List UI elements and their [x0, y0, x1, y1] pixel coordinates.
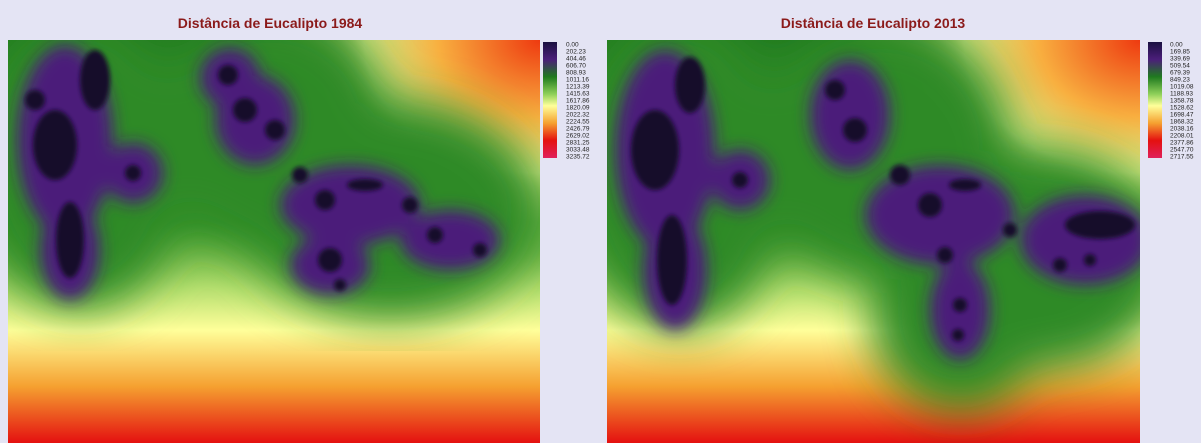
map-title: Distância de Eucalipto 1984: [178, 15, 363, 31]
legend-label: 1528.62: [1170, 105, 1194, 112]
legend-label: 2717.55: [1170, 154, 1194, 161]
legend-label: 1188.93: [1170, 91, 1193, 98]
legend-label: 2038.16: [1170, 126, 1194, 133]
figure: Distância de Eucalipto 1984 0.00202.2340…: [0, 0, 1201, 443]
color-bar: [1148, 42, 1162, 158]
legend-label: 1415.63: [566, 91, 590, 98]
legend-label: 1011.16: [566, 77, 589, 84]
legend-label: 2547.70: [1170, 147, 1194, 154]
map-title: Distância de Eucalipto 2013: [781, 15, 966, 31]
legend-label: 679.39: [1170, 70, 1190, 77]
legend-label: 3033.48: [566, 147, 590, 154]
legend-label: 849.23: [1170, 77, 1190, 84]
legend-label: 1698.47: [1170, 112, 1194, 119]
legend-label: 808.93: [566, 70, 586, 77]
legend-label: 2022.32: [566, 112, 590, 119]
legend-label: 2831.25: [566, 140, 590, 147]
legend-label: 1358.78: [1170, 98, 1194, 105]
legend: 0.00202.23404.46606.70808.931011.161213.…: [566, 42, 590, 161]
legend-label: 0.00: [1170, 42, 1183, 49]
legend-label: 202.23: [566, 49, 586, 56]
legend-label: 2377.86: [1170, 140, 1194, 147]
legend-label: 169.85: [1170, 49, 1190, 56]
legend-label: 1617.86: [566, 98, 590, 105]
legend-label: 2629.02: [566, 133, 590, 140]
legend-label: 2208.01: [1170, 133, 1194, 140]
legend-label: 0.00: [566, 42, 579, 49]
distance-raster: [570, 10, 1170, 443]
legend-label: 2426.79: [566, 126, 590, 133]
legend-label: 1213.39: [566, 84, 590, 91]
legend-label: 1019.08: [1170, 84, 1194, 91]
legend-label: 404.46: [566, 56, 586, 63]
color-bar: [543, 42, 557, 158]
legend: 0.00169.85339.69509.54679.39849.231019.0…: [1170, 42, 1194, 161]
legend-label: 1868.32: [1170, 119, 1194, 126]
legend-label: 1820.09: [566, 105, 590, 112]
legend-label: 339.69: [1170, 56, 1190, 63]
legend-label: 509.54: [1170, 63, 1190, 70]
legend-label: 3235.72: [566, 154, 590, 161]
page: {"maps": [ {"title": "Distância de Eucal…: [0, 0, 1201, 443]
distance-raster: [0, 10, 540, 443]
legend-label: 606.70: [566, 63, 586, 70]
legend-label: 2224.55: [566, 119, 590, 126]
